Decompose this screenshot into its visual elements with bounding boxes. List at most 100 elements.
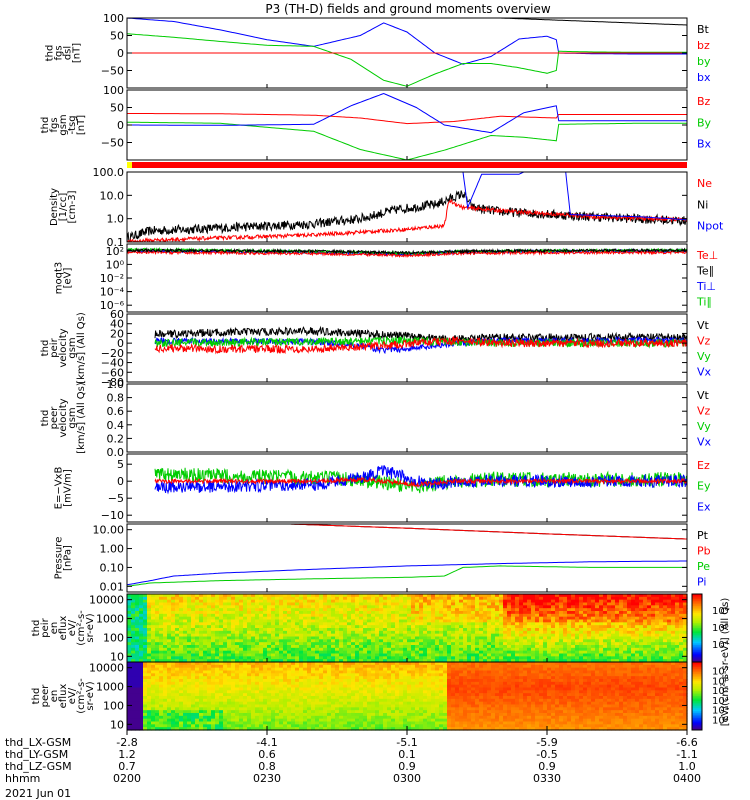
legend-density-Ni: Ni bbox=[697, 198, 708, 211]
y-tick-label: 100 bbox=[103, 12, 124, 25]
y-axis-label: thd bbox=[40, 410, 51, 427]
flag-bar bbox=[127, 162, 687, 168]
legend-temperature-Ti⊥: Ti⊥ bbox=[696, 280, 716, 293]
y-axis-label: fgs bbox=[49, 117, 60, 132]
time-axis-tick-label: 0230 bbox=[253, 772, 281, 785]
time-axis-tick-label: 0400 bbox=[673, 772, 701, 785]
time-axis-row-label: hhmm bbox=[5, 772, 40, 785]
y-axis-label: gsm bbox=[67, 337, 78, 358]
time-axis-tick-label: 0.9 bbox=[538, 760, 556, 773]
y-tick-label: 100 bbox=[103, 699, 124, 712]
figure-title: P3 (TH-D) fields and ground moments over… bbox=[265, 2, 550, 16]
y-axis-label: velocity bbox=[58, 398, 69, 437]
time-axis-tick-label: 1.2 bbox=[118, 748, 136, 761]
legend-fgs-dsl-bx: bx bbox=[697, 71, 711, 84]
legend-peir-velocity-Vt: Vt bbox=[697, 319, 710, 332]
y-axis-label: [eV] bbox=[63, 268, 74, 289]
y-axis-label: thd bbox=[40, 340, 51, 357]
y-tick-label: 1.0 bbox=[107, 378, 125, 391]
y-axis-label: thd bbox=[31, 620, 42, 637]
time-axis-tick-label: -5.9 bbox=[536, 736, 557, 749]
y-axis-label: gsm bbox=[58, 114, 69, 135]
y-tick-label: −5 bbox=[108, 492, 124, 505]
y-axis-label: [cm-3] bbox=[67, 190, 78, 223]
y-axis-label: sr-eV) bbox=[85, 613, 96, 642]
y-axis-label: en bbox=[49, 622, 60, 635]
y-axis-label: thd bbox=[31, 688, 42, 705]
y-tick-label: 0 bbox=[117, 119, 124, 132]
colorbar-tick-label: 10⁷ bbox=[712, 667, 729, 678]
legend-density-Npot: Npot bbox=[697, 220, 724, 233]
y-axis-label: Pressure bbox=[54, 537, 65, 580]
series-fgs-dsl-Bt bbox=[500, 18, 687, 26]
y-tick-label: 20 bbox=[110, 327, 124, 340]
panel-pressure: 10.00 1.00 0.10 0.01 Pressure[nPa] Pt Pb Pe Pi bbox=[54, 523, 711, 593]
y-tick-label: −20 bbox=[101, 347, 124, 360]
y-axis-label: (cm²-s- bbox=[76, 678, 87, 714]
legend-peer-velocity-Vt: Vt bbox=[697, 389, 710, 402]
legend-efield-Ez: Ez bbox=[697, 459, 710, 472]
y-tick-label: 100 bbox=[103, 631, 124, 644]
legend-efield-Ex: Ex bbox=[697, 500, 711, 513]
y-tick-label: 10.00 bbox=[93, 524, 125, 537]
legend-fgs-gsm-Bz: Bz bbox=[697, 95, 711, 108]
panels: 100500−50thdfgsdsl[nT]Btbzbybx100500−50t… bbox=[31, 12, 731, 731]
y-axis-label: [nPa] bbox=[63, 545, 74, 571]
y-tick-label: −50 bbox=[101, 137, 124, 150]
y-axis-label: peir bbox=[49, 337, 60, 357]
colorbar-units-label: [eV/(cm²-s-sr-eV)] (All Qs) bbox=[720, 598, 731, 727]
time-axis-tick-label: -1.1 bbox=[676, 748, 697, 761]
y-tick-label: 10⁻⁴ bbox=[100, 286, 125, 299]
colorbar-peir-spec: 10⁴ 10⁵ 10⁶ bbox=[691, 593, 729, 663]
legend-pressure-Pi: Pi bbox=[697, 576, 706, 589]
time-axis-tick-label: 0200 bbox=[113, 772, 141, 785]
legend-peir-velocity-Vy: Vy bbox=[697, 350, 711, 363]
time-axis: thd_LX-GSMthd_LY-GSMthd_LZ-GSMhhmm-2.81.… bbox=[5, 730, 701, 785]
series-fgs-gsm-Bx bbox=[127, 92, 687, 134]
time-axis-tick-label: 0330 bbox=[533, 772, 561, 785]
y-axis-label: eflux bbox=[58, 616, 69, 641]
time-axis-tick-label: 0.7 bbox=[118, 760, 136, 773]
colorbar-tick-label: 10⁵ bbox=[712, 686, 729, 697]
time-axis-tick-label: 0.8 bbox=[258, 760, 276, 773]
colorbar-tick-label: 10⁴ bbox=[712, 696, 729, 707]
y-tick-label: 0 bbox=[117, 337, 124, 350]
y-tick-label: 1000 bbox=[96, 681, 124, 694]
time-axis-row-label: thd_LY-GSM bbox=[5, 748, 68, 761]
y-axis-label: (cm²-s- bbox=[76, 610, 87, 646]
legend-efield-Ey: Ey bbox=[697, 480, 711, 493]
y-tick-label: −80 bbox=[101, 376, 124, 389]
legend-fgs-gsm-By: By bbox=[697, 116, 712, 129]
y-tick-label: 10⁰ bbox=[106, 258, 125, 271]
panel-peer-velocity: 1.00.80.60.40.20.0 thdpeervelocitygsm[km/… bbox=[40, 378, 712, 459]
colorbar-tick-label: 10⁴ bbox=[712, 640, 729, 651]
time-axis-row-label: thd_LZ-GSM bbox=[5, 760, 72, 773]
y-tick-label: 0.10 bbox=[100, 561, 125, 574]
legend-fgs-dsl-Bt: Bt bbox=[697, 23, 710, 36]
series-efield-Ez bbox=[154, 476, 687, 489]
y-axis-label: peir bbox=[40, 617, 51, 637]
y-tick-label: 0.01 bbox=[100, 580, 125, 593]
colorbar-tick-label: 10⁵ bbox=[712, 623, 729, 634]
legend-pressure-Pt: Pt bbox=[697, 529, 709, 542]
series-pressure-Pi bbox=[127, 560, 687, 586]
y-tick-label: 10000 bbox=[89, 662, 124, 675]
legend-temperature-Ti∥: Ti∥ bbox=[696, 296, 712, 309]
series-efield-Ex bbox=[154, 465, 687, 495]
y-tick-label: 10000 bbox=[89, 594, 124, 607]
series-fgs-dsl-by bbox=[127, 33, 687, 87]
time-axis-tick-label: 0.6 bbox=[258, 748, 276, 761]
time-axis-tick-label: -5.1 bbox=[396, 736, 417, 749]
y-axis-label: [km/s] (All Qs) bbox=[76, 382, 87, 454]
panel-peer-spec: 10²10³10⁴10⁵10⁶10⁷10000100010010thdpeere… bbox=[31, 661, 729, 731]
y-axis-label: en bbox=[49, 690, 60, 703]
y-axis-label: fgs bbox=[54, 45, 65, 60]
y-tick-label: 1000 bbox=[96, 613, 124, 626]
time-axis-tick-label: -6.6 bbox=[676, 736, 697, 749]
y-tick-label: 5 bbox=[117, 458, 124, 471]
series-density-Ne bbox=[127, 198, 687, 242]
